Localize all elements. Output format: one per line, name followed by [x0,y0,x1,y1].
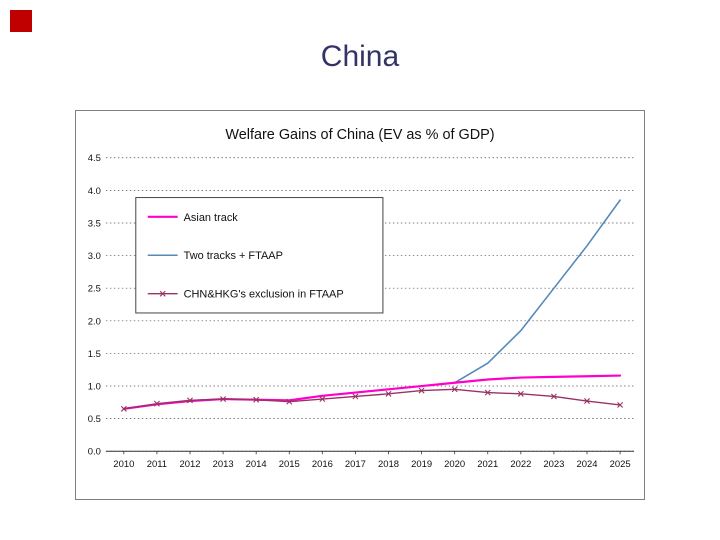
x-tick-label: 2024 [576,459,597,470]
y-tick-label: 4.5 [88,153,101,164]
x-tick-label: 2012 [179,459,200,470]
x-marker [451,386,458,393]
x-marker [484,389,491,396]
x-tick-label: 2017 [345,459,366,470]
x-tick-label: 2016 [312,459,333,470]
x-tick-label: 2023 [543,459,564,470]
x-marker [517,390,524,397]
slide-title: China [320,40,400,73]
x-tick-label: 2025 [610,459,631,470]
x-marker [187,397,193,404]
y-tick-label: 2.5 [88,284,101,295]
x-marker [584,398,590,405]
x-tick-label: 2018 [378,459,399,470]
x-marker [120,405,127,412]
y-tick-label: 3.0 [88,251,101,262]
y-tick-label: 3.5 [88,218,101,229]
x-tick-label: 2013 [213,459,234,470]
slide-accent-square [10,10,32,32]
x-tick-label: 2021 [477,459,498,470]
x-marker [352,393,359,400]
x-marker [253,396,260,403]
y-tick-label: 0.5 [88,414,101,425]
x-tick-label: 2019 [411,459,432,470]
x-marker [617,401,624,408]
x-marker [418,387,425,394]
series-line-0 [122,374,622,410]
x-tick-label: 2022 [510,459,531,470]
x-marker [550,393,557,400]
x-marker [319,396,326,403]
x-tick-label: 2020 [444,459,465,470]
x-marker [385,390,392,397]
x-tick-label: 2014 [246,459,267,470]
chart-title: Welfare Gains of China (EV as % of GDP) [225,127,494,143]
y-tick-label: 1.5 [88,349,101,360]
y-tick-label: 2.0 [88,316,101,327]
y-tick-label: 0.0 [88,447,101,458]
x-tick-label: 2011 [147,459,167,470]
x-marker [153,400,160,407]
x-tick-label: 2015 [279,459,300,470]
legend-marker [159,290,166,297]
y-tick-label: 1.0 [88,382,101,393]
chart-svg: Welfare Gains of China (EV as % of GDP) 0… [88,127,635,470]
legend-label: Asian track [184,212,239,224]
welfare-gains-chart: Welfare Gains of China (EV as % of GDP) 0… [75,110,645,500]
legend-label: CHN&HKG's exclusion in FTAAP [184,289,344,301]
legend-label: Two tracks + FTAAP [184,250,283,262]
x-tick-label: 2010 [113,459,134,470]
x-marker [220,396,227,403]
x-marker [286,398,293,405]
y-tick-label: 4.0 [88,186,101,197]
series-line-2 [123,388,621,410]
